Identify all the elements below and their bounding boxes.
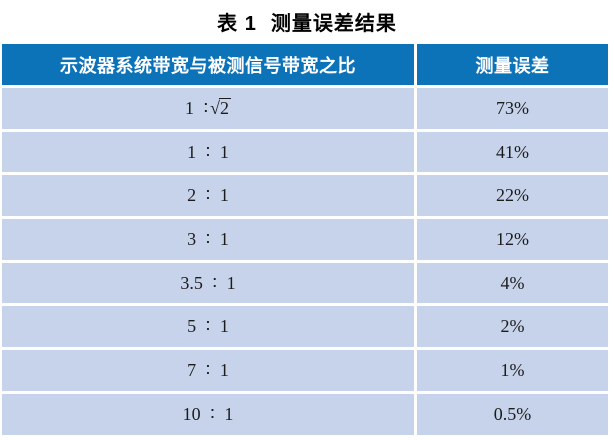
ratio-cell: 5 ∶ 1	[2, 306, 414, 348]
table-caption-text: 测量误差结果	[270, 13, 397, 35]
column-header-measurement-error: 测量误差	[417, 44, 608, 85]
ratio-cell: 1 ∶ 1	[2, 131, 414, 173]
error-cell: 4%	[417, 262, 608, 304]
ratio-cell: 2 ∶ 1	[2, 175, 414, 217]
error-cell: 1%	[417, 350, 608, 391]
error-cell: 12%	[417, 219, 608, 260]
error-cell: 0.5%	[417, 393, 608, 435]
ratio-cell: 10 ∶ 1	[2, 393, 414, 435]
ratio-cell: 7 ∶ 1	[2, 350, 414, 391]
ratio-cell: 3 ∶ 1	[2, 219, 414, 260]
table-caption: 表 1 测量误差结果	[0, 7, 614, 36]
ratio-cell: 1 ∶ √2	[2, 88, 414, 129]
column-header-bandwidth-ratio: 示波器系统带宽与被测信号带宽之比	[2, 44, 414, 85]
error-cell: 22%	[417, 175, 608, 217]
table-caption-index: 表 1	[217, 13, 257, 35]
measurement-error-table: 示波器系统带宽与被测信号带宽之比 测量误差 1 ∶ √2 73% 1 ∶ 1 4…	[2, 44, 608, 435]
sqrt-radical: √2	[210, 97, 232, 118]
error-cell: 2%	[417, 306, 608, 348]
ratio-cell: 3.5 ∶ 1	[2, 262, 414, 304]
error-cell: 73%	[417, 88, 608, 129]
error-cell: 41%	[417, 131, 608, 173]
